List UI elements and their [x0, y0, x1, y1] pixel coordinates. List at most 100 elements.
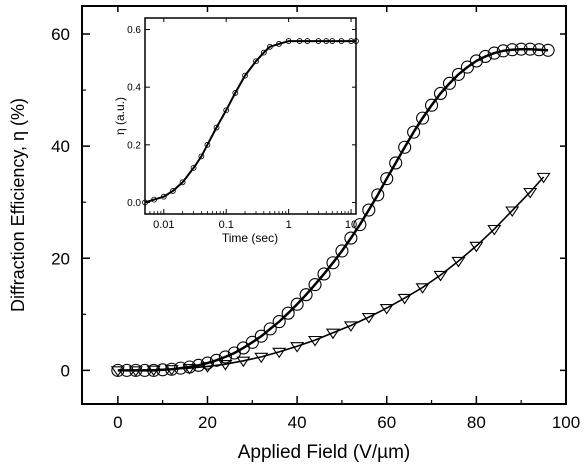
circle-data-point	[308, 278, 322, 292]
triangle-data-point	[433, 270, 448, 282]
triangle-data-point	[361, 312, 376, 324]
circle-data-point	[407, 125, 421, 139]
main-y-axis-label: Diffraction Efficiency, η (%)	[8, 98, 28, 312]
inset-data-point	[213, 124, 220, 131]
inset-x-axis-label: Time (sec)	[222, 231, 278, 245]
inset-x-ticks: 0.01 0.1 1 10	[144, 18, 357, 231]
inset-y-axis-label: η (a.u.)	[113, 97, 127, 135]
circle-data-point	[425, 98, 439, 112]
inset-x-tick-label: 0.1	[219, 219, 234, 231]
circle-data-point	[523, 42, 537, 56]
triangle-data-point	[164, 365, 179, 376]
circle-data-point	[263, 322, 277, 336]
circle-data-point	[272, 315, 286, 329]
inset-data-point	[285, 38, 292, 44]
circle-data-point	[281, 306, 295, 320]
circle-data-point	[442, 76, 457, 90]
inset-y-ticks: 0.0 0.2 0.4 0.6	[127, 25, 356, 209]
inset-data-point	[151, 196, 158, 203]
circle-data-point	[398, 140, 412, 154]
inset-y-tick-label: 0.4	[127, 83, 141, 94]
triangle-data-point	[451, 256, 466, 268]
triangle-data-point	[236, 356, 251, 368]
main-y-ticks: 0 20 40 60	[51, 25, 566, 380]
inset-data-point	[353, 38, 359, 44]
circle-data-point	[541, 43, 555, 57]
inset-x-tick-label: 1	[286, 219, 292, 231]
circle-data-point	[317, 267, 331, 281]
inset-data-point	[160, 193, 167, 200]
triangle-data-point	[397, 293, 412, 305]
circle-data-point	[505, 43, 519, 57]
main-x-tick-label: 80	[467, 413, 486, 432]
inset-data-point	[198, 153, 205, 160]
inset-data-point	[232, 90, 239, 96]
main-y-tick-label: 60	[51, 25, 70, 44]
triangle-data-point	[379, 303, 394, 315]
inset-data-point	[338, 38, 345, 44]
triangle-data-point	[505, 206, 520, 217]
circle-data-point	[299, 288, 313, 302]
main-x-tick-label: 40	[288, 413, 307, 432]
main-y-tick-label: 20	[51, 249, 70, 268]
inset-data-layer	[142, 38, 359, 206]
inset-data-point	[242, 72, 248, 79]
circle-data-point	[326, 256, 340, 270]
main-data-layer	[110, 42, 555, 377]
triangle-data-point	[200, 362, 215, 373]
circle-data-point	[532, 43, 546, 57]
triangle-data-point	[308, 335, 323, 347]
inset-data-point	[329, 38, 336, 44]
circle-data-point	[335, 244, 349, 258]
triangle-data-point	[536, 172, 551, 184]
circle-data-point	[469, 54, 483, 68]
triangle-data-point	[487, 224, 502, 236]
triangle-fit-curve	[117, 176, 545, 372]
triangle-data-point	[469, 241, 484, 253]
inset-data-point	[266, 43, 273, 50]
main-x-ticks: 0 20 40 60 80 100	[113, 6, 580, 432]
circle-data-point	[460, 60, 474, 74]
circle-data-point	[433, 86, 448, 100]
triangle-data-point	[182, 363, 197, 375]
triangle-data-point	[254, 352, 269, 364]
inset-data-point	[179, 179, 186, 186]
main-plot-frame	[81, 5, 567, 405]
inset-data-point	[253, 58, 259, 65]
inset-plot-frame	[144, 17, 357, 215]
circle-data-point	[362, 203, 376, 217]
main-x-axis-label: Applied Field (V/µm)	[238, 442, 411, 463]
main-chart: 0 20 40 60 80 100 0 20 40 60 Applied Field (V/µm…	[8, 5, 580, 463]
triangle-data-point	[110, 366, 125, 377]
main-fit-curve	[117, 47, 549, 372]
triangle-data-point	[523, 187, 538, 199]
circle-data-point	[371, 188, 385, 202]
circle-data-point	[478, 49, 492, 64]
triangle-data-point	[290, 342, 305, 353]
inset-fit-curve	[144, 40, 356, 204]
main-y-tick-label: 0	[61, 361, 70, 380]
main-x-tick-label: 60	[377, 413, 396, 432]
inset-data-point	[204, 141, 211, 148]
main-x-tick-label: 20	[198, 413, 217, 432]
inset-data-point	[315, 38, 322, 44]
circle-data-point	[389, 156, 403, 170]
main-y-tick-label: 40	[51, 137, 70, 156]
circle-data-point	[218, 350, 232, 364]
inset-chart: 0.01 0.1 1 10 0.0 0.2 0.4 0.6 Time (sec) η (a.…	[113, 17, 359, 245]
triangle-data-point	[146, 365, 161, 377]
inset-x-tick-label: 10	[345, 219, 357, 231]
triangle-data-point	[343, 321, 358, 332]
main-x-tick-label: 100	[552, 413, 580, 432]
circle-data-point	[416, 111, 430, 125]
circle-data-point	[254, 329, 268, 343]
circle-data-point	[496, 44, 510, 58]
triangle-data-point	[128, 366, 143, 377]
inset-data-point	[260, 49, 267, 56]
circle-data-point	[353, 218, 367, 232]
inset-y-tick-label: 0.6	[127, 25, 141, 36]
inset-data-point	[223, 107, 230, 114]
circle-data-point	[245, 335, 259, 349]
main-x-tick-label: 0	[113, 413, 122, 432]
